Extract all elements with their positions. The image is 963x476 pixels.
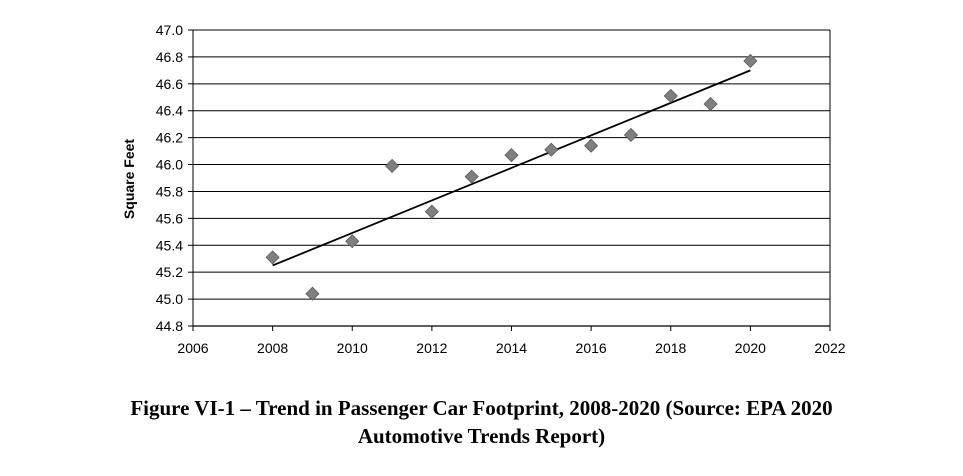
x-tick-label-3: 2012 [416,340,447,356]
y-axis-title: Square Feet [121,139,137,219]
x-tick-label-2: 2010 [337,340,368,356]
data-point-2018 [663,88,678,103]
grid-lines [188,29,831,331]
y-tick-label-8: 46.4 [156,103,183,119]
y-tick-label-2: 45.2 [156,264,183,280]
y-tick-label-9: 46.6 [156,76,183,92]
x-tick-label-1: 2008 [257,340,288,356]
x-tick-label-4: 2014 [496,340,527,356]
data-points [265,53,758,301]
y-tick-labels: 44.8 45.0 45.2 45.4 45.6 45.8 46.0 46.2 46.4 46.6… [156,22,183,334]
x-tick-label-5: 2016 [576,340,607,356]
data-point-2016 [584,138,599,153]
data-point-2017 [623,127,639,143]
y-tick-label-7: 46.2 [156,130,183,146]
x-tick-label-0: 2006 [177,340,208,356]
figure-caption: Figure VI-1 – Trend in Passenger Car Foo… [0,394,963,450]
y-tick-label-0: 44.8 [156,318,183,334]
trendline [272,69,751,267]
data-point-2015 [544,142,559,157]
y-tick-label-6: 46.0 [156,157,183,173]
data-point-2013 [464,169,479,184]
y-tick-label-4: 45.6 [156,210,183,226]
y-tick-label-1: 45.0 [156,291,183,307]
data-point-2011 [384,158,400,173]
x-tick-label-7: 2020 [735,340,766,356]
data-point-2014 [504,148,519,163]
caption-line-1: Figure VI-1 – Trend in Passenger Car Foo… [130,396,833,420]
data-point-2019 [703,96,718,112]
data-point-2009 [305,286,320,301]
data-point-2012 [424,204,439,219]
y-tick-label-3: 45.4 [156,237,183,253]
y-tick-label-5: 45.8 [156,183,183,199]
x-tick-labels: 2006 2008 2010 2012 2014 2016 2018 2020 2022 [177,340,845,356]
y-tick-label-11: 47.0 [156,22,183,38]
data-point-2010 [345,234,360,249]
data-point-2008 [265,250,280,265]
chart: 2006 2008 2010 2012 2014 2016 2018 2020 2022 44.… [121,22,846,356]
trendline-group [272,69,751,267]
x-tick-label-8: 2022 [814,340,845,356]
caption-line-2: Automotive Trends Report) [357,424,606,448]
y-tick-label-10: 46.8 [156,49,183,65]
data-point-2020 [743,53,758,69]
x-tick-label-6: 2018 [655,340,686,356]
